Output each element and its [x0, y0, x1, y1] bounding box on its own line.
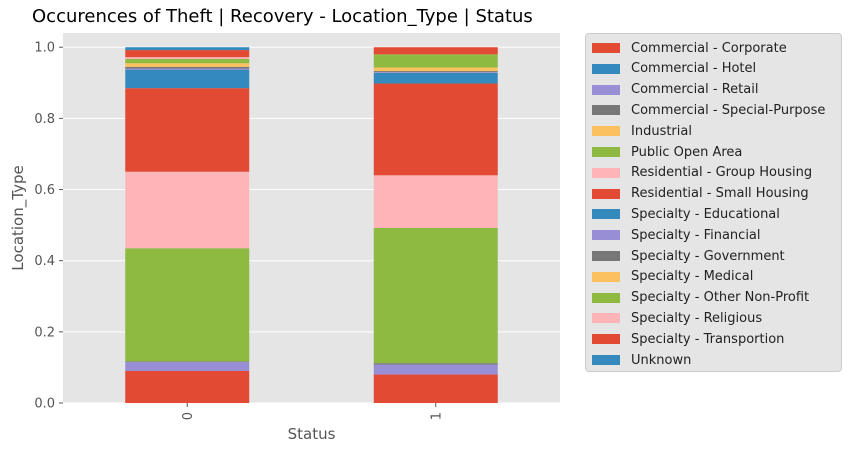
legend-item: Commercial - Hotel: [592, 59, 756, 79]
legend-item: Commercial - Special-Purpose: [592, 100, 825, 120]
legend-item: Industrial: [592, 121, 692, 141]
legend-label: Specialty - Other Non-Profit: [631, 290, 810, 306]
y-tick-label: 0.4: [34, 254, 55, 269]
legend-label: Public Open Area: [631, 144, 743, 160]
legend-swatch: [592, 147, 620, 157]
legend-item: Specialty - Transportion: [592, 329, 784, 349]
bar-segment: [125, 63, 250, 67]
x-axis-label: Status: [288, 425, 336, 443]
y-tick-label: 1.0: [34, 41, 55, 56]
chart-legend: Commercial - Corporate Commercial - Hotel…: [585, 33, 842, 372]
legend-swatch: [592, 355, 620, 365]
bar-segment: [373, 364, 498, 375]
bar-segment: [125, 69, 250, 89]
legend-swatch: [592, 209, 620, 220]
bar-segment: [373, 175, 498, 228]
legend-label: Specialty - Religious: [631, 310, 763, 326]
legend-label: Specialty - Educational: [631, 206, 780, 222]
bar-segment: [125, 248, 250, 362]
legend-swatch: [592, 188, 620, 199]
bar-segment: [373, 72, 498, 84]
bar-segment: [125, 50, 250, 58]
legend-label: Specialty - Financial: [631, 227, 761, 243]
legend-swatch: [592, 251, 620, 261]
legend-item: Specialty - Other Non-Profit: [592, 288, 809, 308]
bar-segment: [373, 227, 498, 364]
y-tick-label: 0.0: [34, 397, 55, 412]
legend-item: Public Open Area: [592, 142, 742, 162]
y-tick-label: 0.2: [34, 325, 55, 340]
legend-swatch: [592, 126, 620, 137]
legend-label: Specialty - Medical: [631, 269, 754, 285]
bar-segment: [125, 68, 250, 70]
legend-label: Commercial - Hotel: [631, 61, 757, 77]
legend-swatch: [592, 292, 620, 303]
bar-segment: [373, 67, 498, 72]
bar-segment: [125, 47, 250, 51]
legend-swatch: [592, 334, 620, 345]
legend-label: Industrial: [631, 123, 692, 139]
legend-label: Residential - Group Housing: [631, 165, 813, 181]
legend-item: Specialty - Medical: [592, 267, 753, 287]
legend-swatch: [592, 105, 620, 116]
bar-segment: [125, 171, 250, 249]
bar-segment: [125, 361, 250, 363]
bar-segment: [373, 72, 498, 73]
legend-label: Commercial - Special-Purpose: [631, 102, 826, 118]
x-tick-label: 1: [429, 412, 444, 420]
legend-item: Specialty - Financial: [592, 225, 761, 245]
bar-segment: [125, 370, 250, 403]
legend-item: Residential - Group Housing: [592, 163, 812, 183]
y-tick-label: 0.6: [34, 183, 55, 198]
legend-swatch: [592, 313, 620, 324]
legend-swatch: [592, 43, 620, 53]
legend-item: Commercial - Corporate: [592, 38, 787, 58]
legend-item: Unknown: [592, 350, 691, 370]
bar-segment: [373, 47, 498, 55]
legend-label: Specialty - Transportion: [631, 331, 785, 347]
bar-segment: [125, 66, 250, 69]
legend-swatch: [592, 63, 620, 74]
x-tick-label: 0: [181, 412, 196, 420]
bar-segment: [125, 88, 250, 172]
legend-swatch: [592, 230, 620, 241]
legend-item: Commercial - Retail: [592, 80, 758, 100]
legend-label: Residential - Small Housing: [631, 186, 809, 202]
y-axis-label: Location_Type: [9, 165, 28, 270]
legend-swatch: [592, 84, 620, 95]
bar-segment: [373, 71, 498, 73]
bar-segment: [125, 58, 250, 64]
legend-label: Unknown: [631, 352, 692, 368]
legend-label: Commercial - Corporate: [631, 40, 787, 56]
y-tick-label: 0.8: [34, 112, 55, 127]
bar-segment: [125, 57, 250, 59]
legend-item: Specialty - Educational: [592, 204, 780, 224]
bar-segment: [373, 374, 498, 403]
bar-segment: [125, 362, 250, 371]
legend-label: Commercial - Retail: [631, 82, 759, 98]
bar-segment: [373, 54, 498, 68]
legend-label: Specialty - Government: [631, 248, 785, 264]
chart-title: Occurences of Theft | Recovery - Locatio…: [32, 6, 533, 27]
bar-segment: [373, 363, 498, 365]
legend-item: Specialty - Religious: [592, 308, 762, 328]
legend-item: Specialty - Government: [592, 246, 785, 266]
legend-swatch: [592, 167, 620, 178]
bar-segment: [373, 83, 498, 176]
legend-swatch: [592, 271, 620, 282]
legend-item: Residential - Small Housing: [592, 184, 809, 204]
